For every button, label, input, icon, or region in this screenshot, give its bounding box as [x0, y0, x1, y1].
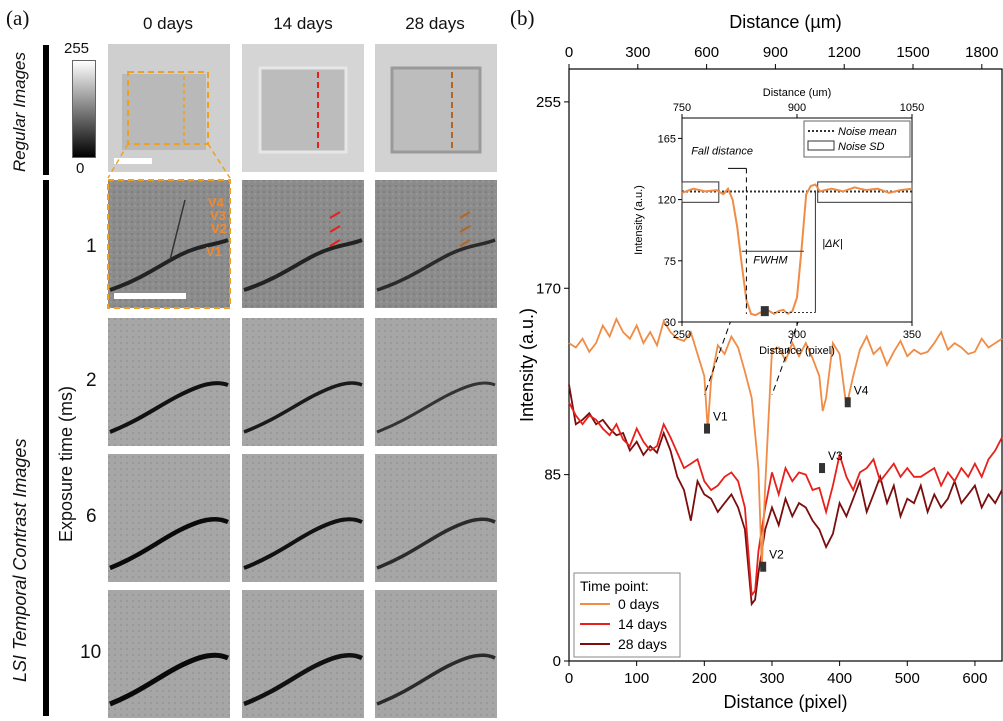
regular-image-0-days — [108, 44, 230, 172]
series-line-14-days — [568, 401, 1003, 598]
inset-y-label: Intensity (a.u.) — [633, 185, 645, 255]
vessel-label-v4: V4 — [208, 195, 224, 210]
annotation-marker-v3 — [819, 463, 826, 474]
inset-fall-distance-label: Fall distance — [691, 146, 753, 158]
x-tick-label: 300 — [759, 670, 784, 687]
top-tick-label: 900 — [763, 44, 788, 61]
top-tick-label: 1200 — [828, 44, 861, 61]
inset-fwhm-label: FWHM — [753, 255, 788, 267]
inset-legend-noise-mean: Noise mean — [838, 126, 897, 138]
exposure-row-2: 2 — [86, 370, 97, 391]
regular-images-bar — [43, 45, 49, 175]
panel-a-label: (a) — [6, 6, 30, 30]
column-label-28-days: 28 days — [405, 14, 465, 33]
legend-entry: 28 days — [618, 636, 667, 652]
series-line-0-days — [568, 316, 1003, 567]
x-tick-label: 100 — [624, 670, 649, 687]
colorbar-min-label: 0 — [76, 160, 85, 177]
x-tick-label: 200 — [692, 670, 717, 687]
inset-top-tick-label: 750 — [673, 102, 691, 114]
inset-minimum-marker — [760, 306, 769, 317]
lsi-images-bar — [43, 180, 49, 716]
lsi-row-6 — [108, 454, 497, 582]
y-tick-label: 0 — [553, 653, 561, 670]
image-grid — [107, 44, 497, 718]
top-axis-label: Distance (µm) — [729, 12, 841, 32]
vessel-label-v3: V3 — [210, 208, 226, 223]
x-tick-label: 500 — [895, 670, 920, 687]
inset-y-tick-label: 165 — [658, 133, 676, 145]
exposure-row-6: 6 — [86, 506, 97, 527]
zoom-line-right — [771, 300, 807, 396]
inset-legend-noise-sd: Noise SD — [838, 141, 885, 153]
zoom-line-left — [703, 300, 739, 396]
annotation-marker-v2 — [760, 561, 767, 572]
x-tick-label: 600 — [962, 670, 987, 687]
legend-entry: 14 days — [618, 616, 667, 632]
vessel-label-v1: V1 — [206, 244, 222, 259]
legend-entry: 0 days — [618, 596, 659, 612]
regular-image-14-days — [242, 44, 364, 172]
annotation-marker-v1 — [704, 423, 711, 434]
exposure-row-10: 10 — [80, 642, 102, 663]
regular-image-28-days — [375, 44, 497, 172]
y-tick-label: 255 — [536, 94, 561, 111]
top-tick-label: 1500 — [896, 44, 929, 61]
inset-y-tick-label: 75 — [664, 256, 676, 268]
y-tick-label: 170 — [536, 280, 561, 297]
annotation-label-v4: V4 — [854, 383, 869, 397]
lsi-row-1 — [107, 179, 497, 309]
arrows-28-days — [459, 211, 471, 247]
y-axis-label: Intensity (a.u.) — [517, 308, 537, 422]
inset-top-tick-label: 1050 — [900, 102, 924, 114]
x-tick-label: 0 — [565, 670, 573, 687]
plot-frame — [568, 68, 1003, 662]
lsi-row-2 — [108, 318, 497, 446]
inset-y-tick-label: 30 — [664, 317, 676, 329]
inset-top-label: Distance (um) — [763, 87, 831, 99]
top-tick-label: 600 — [694, 44, 719, 61]
panel-b-label: (b) — [510, 6, 535, 30]
y-tick-label: 85 — [544, 467, 561, 484]
lsi-row-10 — [108, 590, 497, 718]
inset-x-tick-label: 250 — [673, 329, 691, 341]
inset-x-tick-label: 350 — [903, 329, 921, 341]
arrows-14-days — [329, 211, 341, 247]
inset-top-tick-label: 900 — [788, 102, 806, 114]
inset-delta-k-label: |ΔK| — [822, 238, 843, 250]
inset-x-label: Distance (pixel) — [759, 345, 835, 357]
annotation-label-v2: V2 — [769, 548, 784, 562]
inset-profile-line — [681, 183, 913, 317]
x-tick-label: 400 — [827, 670, 852, 687]
x-axis-label: Distance (pixel) — [723, 692, 847, 712]
annotation-marker-v4 — [844, 397, 851, 408]
top-tick-label: 300 — [625, 44, 650, 61]
annotation-label-v3: V3 — [828, 449, 843, 463]
column-label-0-days: 0 days — [142, 14, 194, 33]
annotation-label-v1: V1 — [713, 410, 728, 424]
inset-legend-box — [803, 120, 911, 158]
inset-x-tick-label: 300 — [788, 329, 806, 341]
colorbar — [72, 60, 96, 158]
legend-title: Time point: — [580, 578, 649, 594]
inset-y-tick-label: 120 — [658, 195, 676, 207]
top-tick-label: 1800 — [965, 44, 998, 61]
exposure-row-1: 1 — [86, 236, 97, 257]
inset-legend-sd-swatch — [807, 140, 835, 151]
column-label-14-days: 14 days — [273, 14, 333, 33]
top-tick-label: 0 — [565, 44, 573, 61]
series-line-28-days — [568, 384, 1003, 607]
colorbar-max-label: 255 — [64, 40, 90, 57]
vessel-label-v2: V2 — [211, 221, 227, 236]
